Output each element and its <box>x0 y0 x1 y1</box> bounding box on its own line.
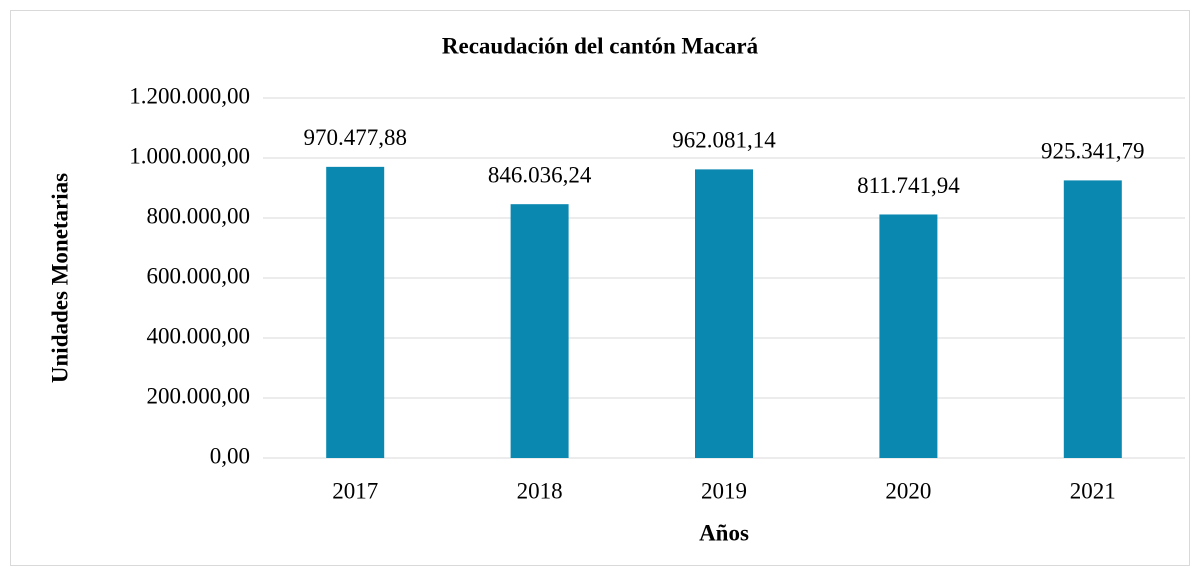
chart-border <box>10 10 1190 566</box>
data-label: 970.477,88 <box>303 125 407 150</box>
x-tick-label: 2018 <box>517 478 563 503</box>
x-tick-label: 2017 <box>332 478 378 503</box>
bar <box>326 166 385 458</box>
bar <box>695 169 753 458</box>
y-tick-label: 200.000,00 <box>147 383 251 408</box>
bar <box>510 204 569 458</box>
y-axis-label: Unidades Monetarias <box>47 173 72 383</box>
x-tick-label: 2019 <box>701 478 747 503</box>
chart-title: Recaudación del cantón Macará <box>442 33 759 58</box>
data-label: 846.036,24 <box>488 162 592 187</box>
bar <box>879 214 938 458</box>
y-tick-label: 400.000,00 <box>147 323 251 348</box>
x-tick-label: 2020 <box>885 478 931 503</box>
x-axis-label: Años <box>699 520 749 545</box>
y-tick-label: 1.000.000,00 <box>129 143 250 168</box>
data-label: 962.081,14 <box>672 128 776 153</box>
y-tick-label: 1.200.000,00 <box>129 83 250 108</box>
y-tick-label: 600.000,00 <box>147 263 251 288</box>
x-tick-label: 2021 <box>1070 478 1116 503</box>
y-tick-label: 800.000,00 <box>147 203 251 228</box>
y-tick-label: 0,00 <box>210 443 250 468</box>
data-label: 811.741,94 <box>857 173 960 198</box>
data-label: 925.341,79 <box>1041 139 1145 164</box>
bar <box>1063 180 1122 458</box>
